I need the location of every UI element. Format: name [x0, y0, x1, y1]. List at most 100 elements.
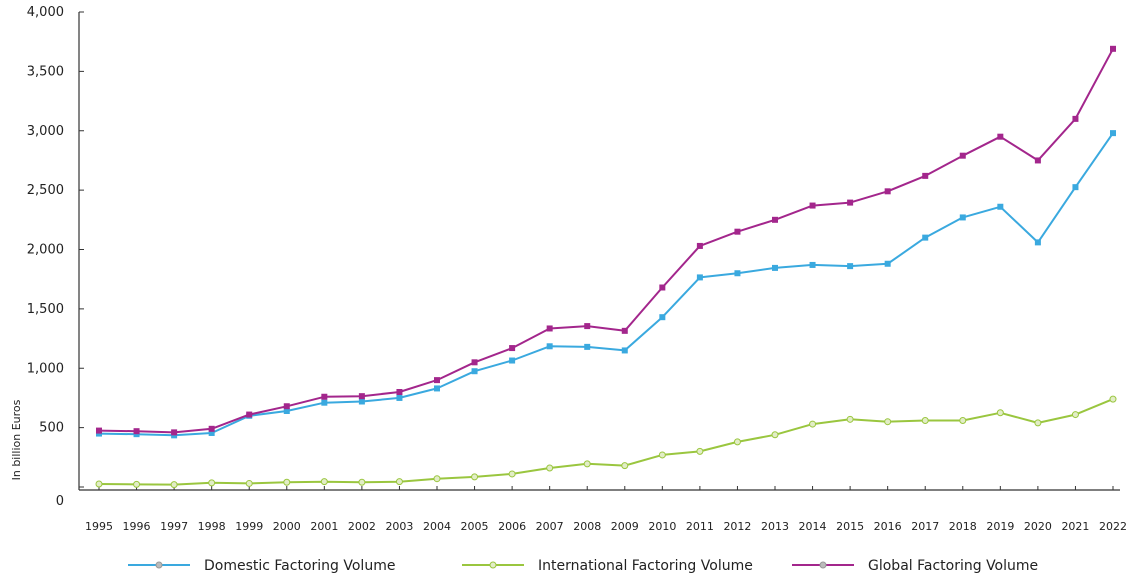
data-point — [659, 314, 666, 321]
x-tick-label: 2012 — [723, 520, 751, 533]
data-point — [396, 389, 403, 395]
series-group — [96, 45, 1116, 436]
x-tick-label: 2002 — [348, 520, 376, 533]
data-point — [621, 462, 629, 470]
data-point — [283, 408, 290, 414]
data-point — [847, 199, 854, 206]
data-point — [395, 478, 403, 486]
data-point — [621, 347, 628, 354]
data-point — [133, 480, 141, 488]
x-tick-label: 2014 — [799, 520, 827, 533]
x-tick-label: 2005 — [461, 520, 489, 533]
data-point — [884, 260, 891, 267]
data-point — [1034, 419, 1042, 427]
data-point — [658, 451, 666, 459]
y-tick-label: 3,000 — [27, 124, 64, 139]
data-point — [95, 480, 103, 488]
data-point — [208, 479, 216, 487]
data-point — [696, 242, 703, 249]
x-tick-label: 2018 — [949, 520, 977, 533]
data-point — [884, 418, 892, 426]
data-point — [846, 415, 854, 423]
data-point — [959, 417, 967, 424]
data-point — [996, 409, 1004, 417]
data-point — [809, 202, 816, 209]
data-point — [245, 479, 253, 487]
x-tick-label: 2011 — [686, 520, 714, 533]
y-tick-label: 3,500 — [27, 64, 64, 79]
data-point — [358, 478, 366, 486]
x-tick-label: 1996 — [123, 520, 151, 533]
data-point — [734, 228, 741, 235]
data-point — [659, 284, 666, 291]
series-group — [96, 130, 1116, 439]
y-tick-label: 1,500 — [27, 302, 64, 317]
data-point — [696, 447, 704, 455]
data-point — [584, 323, 591, 330]
data-point — [733, 438, 741, 446]
data-point — [583, 460, 591, 468]
data-point — [321, 393, 328, 400]
data-point — [959, 214, 966, 221]
legend-swatch-marker — [489, 561, 497, 569]
x-tick-label: 2017 — [911, 520, 939, 533]
series-line — [98, 48, 1114, 434]
data-point — [734, 270, 741, 277]
legend-swatch-marker — [155, 561, 163, 569]
data-point — [621, 327, 628, 334]
data-point — [1072, 184, 1079, 191]
series-line — [98, 398, 1114, 486]
legend-label: Domestic Factoring Volume — [204, 558, 395, 574]
x-tick-label: 2020 — [1024, 520, 1052, 533]
data-point — [809, 261, 816, 268]
data-point — [96, 427, 102, 434]
data-point — [847, 263, 854, 270]
data-point — [433, 475, 441, 483]
data-point — [922, 234, 929, 241]
y-tick-label: 1,000 — [27, 361, 64, 376]
x-tick-label: 2019 — [986, 520, 1014, 533]
data-point — [1034, 157, 1041, 164]
y-ticks: 0 500 1,000 1,500 2,000 2,500 3,000 3,500 4,000 — [27, 5, 84, 509]
y-axis-label: In billion Euros — [10, 399, 23, 480]
data-point — [809, 420, 817, 428]
y-tick-label: 0 — [56, 494, 64, 509]
x-tick-label: 2013 — [761, 520, 789, 533]
data-point — [358, 398, 365, 405]
data-point — [696, 274, 703, 281]
legend-item: Global Factoring Volume — [792, 558, 1038, 574]
legend-label: International Factoring Volume — [538, 558, 753, 574]
legend: Domestic Factoring Volume International F… — [128, 558, 1038, 574]
x-tick-label: 2004 — [423, 520, 451, 533]
x-tick-label: 1997 — [160, 520, 188, 533]
x-tick-label: 1998 — [198, 520, 226, 533]
y-tick-label: 2,500 — [27, 183, 64, 198]
data-point — [358, 393, 365, 400]
x-tick-label: 2001 — [310, 520, 338, 533]
data-point — [321, 399, 328, 406]
series-group — [95, 395, 1117, 489]
legend-label: Global Factoring Volume — [868, 558, 1038, 574]
data-point — [170, 481, 178, 489]
data-point — [1034, 239, 1041, 246]
x-tick-label: 1999 — [235, 520, 263, 533]
data-point — [772, 264, 778, 271]
data-point — [771, 431, 779, 439]
data-point — [208, 429, 215, 436]
x-tick-label: 2022 — [1099, 520, 1127, 533]
data-point — [133, 428, 140, 435]
data-point — [434, 377, 440, 384]
x-tick-label: 2008 — [573, 520, 601, 533]
x-tick-label: 2006 — [498, 520, 526, 533]
data-point — [396, 394, 403, 401]
y-tick-label: 2,000 — [27, 243, 64, 258]
legend-swatch-marker — [819, 561, 827, 569]
data-point — [546, 343, 553, 350]
data-point — [584, 343, 591, 350]
x-tick-label: 2000 — [273, 520, 301, 533]
data-point — [171, 429, 178, 436]
series-layer — [95, 45, 1117, 489]
data-point — [208, 425, 215, 432]
